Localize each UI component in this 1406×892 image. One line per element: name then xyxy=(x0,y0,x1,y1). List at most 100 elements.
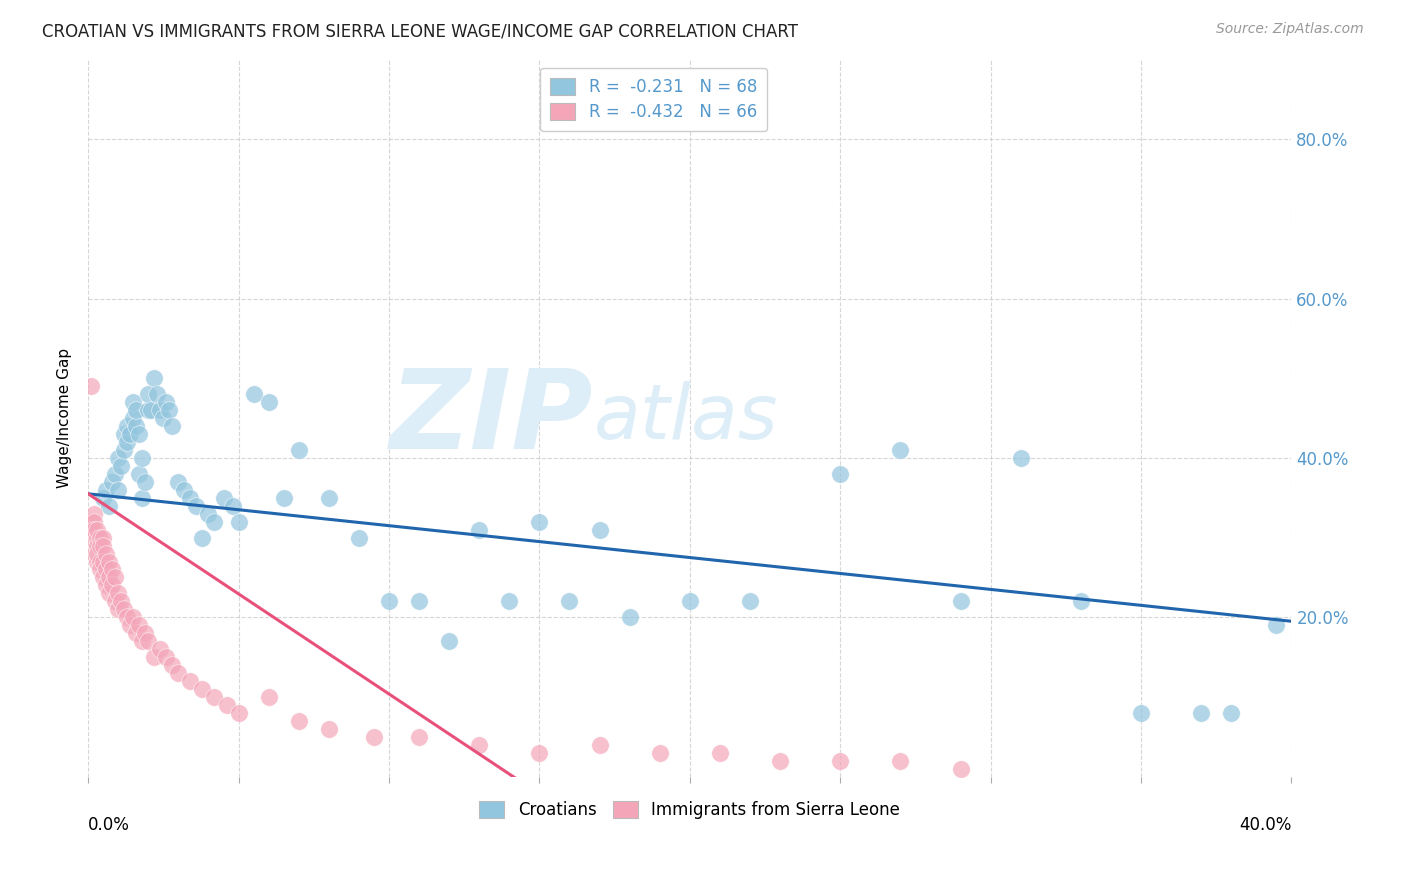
Point xyxy=(468,738,491,752)
Point xyxy=(104,594,127,608)
Point xyxy=(221,499,243,513)
Point xyxy=(648,746,671,760)
Point xyxy=(949,594,972,608)
Point xyxy=(107,602,129,616)
Point xyxy=(408,594,430,608)
Point xyxy=(529,746,551,760)
Point xyxy=(117,435,139,450)
Point xyxy=(96,562,118,576)
Y-axis label: Wage/Income Gap: Wage/Income Gap xyxy=(58,348,72,488)
Point xyxy=(91,539,114,553)
Point xyxy=(98,499,121,513)
Point xyxy=(287,442,309,457)
Point xyxy=(318,491,340,505)
Point xyxy=(889,754,911,768)
Point xyxy=(257,690,280,704)
Point xyxy=(830,754,852,768)
Point xyxy=(101,562,124,576)
Point xyxy=(89,531,111,545)
Point xyxy=(107,450,129,465)
Point xyxy=(83,515,105,529)
Point xyxy=(110,594,132,608)
Point xyxy=(120,618,142,632)
Point xyxy=(91,531,114,545)
Point xyxy=(162,658,184,673)
Point xyxy=(318,722,340,736)
Point xyxy=(112,427,135,442)
Point xyxy=(191,681,214,696)
Point xyxy=(83,523,105,537)
Point xyxy=(468,523,491,537)
Point xyxy=(91,555,114,569)
Point xyxy=(91,570,114,584)
Point xyxy=(529,515,551,529)
Point xyxy=(157,403,180,417)
Point xyxy=(91,491,114,505)
Point xyxy=(167,666,190,681)
Point xyxy=(136,387,159,401)
Text: CROATIAN VS IMMIGRANTS FROM SIERRA LEONE WAGE/INCOME GAP CORRELATION CHART: CROATIAN VS IMMIGRANTS FROM SIERRA LEONE… xyxy=(42,22,799,40)
Point xyxy=(104,467,127,481)
Point xyxy=(347,531,370,545)
Point xyxy=(80,523,103,537)
Point xyxy=(179,673,201,688)
Point xyxy=(588,523,610,537)
Point xyxy=(128,618,150,632)
Point xyxy=(1220,706,1243,720)
Point xyxy=(98,555,121,569)
Point xyxy=(128,427,150,442)
Legend: Croatians, Immigrants from Sierra Leone: Croatians, Immigrants from Sierra Leone xyxy=(472,794,907,826)
Point xyxy=(86,523,108,537)
Point xyxy=(117,419,139,434)
Text: Source: ZipAtlas.com: Source: ZipAtlas.com xyxy=(1216,22,1364,37)
Point xyxy=(122,610,145,624)
Point xyxy=(80,379,103,393)
Point xyxy=(141,403,163,417)
Point xyxy=(89,562,111,576)
Point xyxy=(679,594,702,608)
Point xyxy=(287,714,309,728)
Point xyxy=(588,738,610,752)
Point xyxy=(215,698,238,712)
Point xyxy=(112,442,135,457)
Point xyxy=(1070,594,1092,608)
Point xyxy=(80,531,103,545)
Point xyxy=(149,642,172,657)
Point xyxy=(186,499,208,513)
Text: 0.0%: 0.0% xyxy=(89,816,129,834)
Point xyxy=(167,475,190,489)
Point xyxy=(98,570,121,584)
Point xyxy=(619,610,641,624)
Point xyxy=(134,475,156,489)
Point xyxy=(83,507,105,521)
Point xyxy=(131,634,153,648)
Point xyxy=(131,491,153,505)
Point xyxy=(738,594,761,608)
Text: ZIP: ZIP xyxy=(389,365,593,472)
Point xyxy=(1130,706,1153,720)
Point xyxy=(242,387,264,401)
Point xyxy=(889,442,911,457)
Point xyxy=(122,395,145,409)
Point xyxy=(162,419,184,434)
Point xyxy=(228,515,250,529)
Point xyxy=(152,411,174,425)
Point xyxy=(98,586,121,600)
Point xyxy=(86,555,108,569)
Point xyxy=(949,762,972,776)
Point xyxy=(769,754,792,768)
Point xyxy=(122,411,145,425)
Point xyxy=(149,403,172,417)
Point xyxy=(96,547,118,561)
Text: atlas: atlas xyxy=(593,381,778,455)
Point xyxy=(89,555,111,569)
Point xyxy=(83,547,105,561)
Point xyxy=(136,403,159,417)
Point xyxy=(134,626,156,640)
Point xyxy=(86,539,108,553)
Point xyxy=(709,746,731,760)
Point xyxy=(363,730,385,744)
Point xyxy=(110,458,132,473)
Point xyxy=(437,634,460,648)
Point xyxy=(104,570,127,584)
